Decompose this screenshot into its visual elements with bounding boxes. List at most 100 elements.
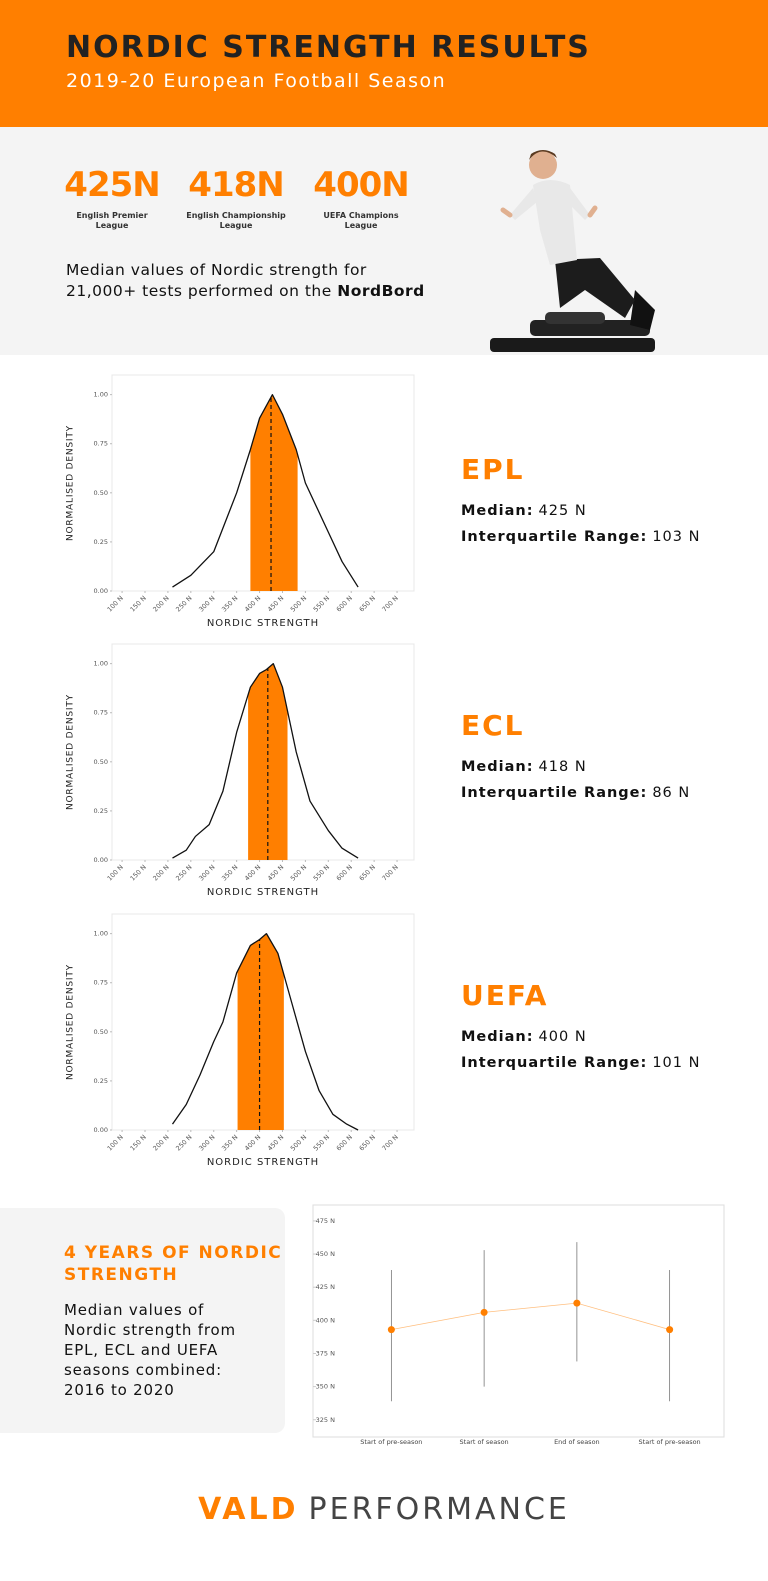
chart-title: EPL: [461, 453, 525, 486]
x-tick-label: 300 N: [197, 1133, 216, 1152]
stat-line: Median: 400 N: [461, 1029, 587, 1045]
iqr-band: [250, 394, 298, 591]
y-tick-label: 425 N: [316, 1283, 335, 1291]
x-tick-label: 550 N: [312, 594, 331, 613]
stat-label: Median:: [461, 759, 534, 775]
x-tick-label: 300 N: [197, 863, 216, 882]
y-tick-label: 1.00: [94, 391, 108, 399]
y-tick-label: 0.00: [94, 587, 108, 595]
y-tick-label: 0.75: [94, 440, 108, 448]
y-tick-label: 0.50: [94, 489, 108, 497]
y-tick-label: 475 N: [316, 1217, 335, 1225]
y-axis-title: NORMALISED DENSITY: [66, 694, 76, 810]
trend-panel: [0, 1208, 285, 1433]
y-tick-label: 1.00: [94, 660, 108, 668]
x-tick-label: 150 N: [128, 863, 147, 882]
point: [666, 1326, 674, 1334]
stat-label: UEFA Champions League: [323, 211, 399, 230]
x-axis-title: NORDIC STRENGTH: [207, 1157, 319, 1168]
x-tick-label: 150 N: [128, 594, 147, 613]
x-tick-label: 400 N: [243, 863, 262, 882]
density-curve: [171, 932, 359, 1131]
x-tick-label: 650 N: [358, 594, 377, 613]
y-tick-label: 400 N: [316, 1316, 335, 1324]
stat-line: Median: 425 N: [461, 503, 587, 519]
x-tick-label: 500 N: [289, 594, 308, 613]
x-tick-label: 450 N: [266, 863, 285, 882]
stat-label: Interquartile Range:: [461, 1055, 647, 1071]
stat-value: 418N: [188, 165, 284, 205]
x-tick-label: 500 N: [289, 863, 308, 882]
brand: VALD: [198, 1492, 299, 1527]
x-tick-label: 650 N: [358, 863, 377, 882]
x-tick-label: Start of season: [460, 1438, 509, 1446]
x-tick-label: 350 N: [220, 863, 239, 882]
stat: 418N English Championship League: [176, 165, 296, 231]
stat-label: Interquartile Range:: [461, 785, 647, 801]
athlete-illustration: [490, 150, 655, 352]
x-tick-label: 650 N: [358, 1133, 377, 1152]
chart-title: UEFA: [461, 979, 548, 1012]
stat-value: 400 N: [539, 1029, 587, 1045]
density-curve: [172, 393, 359, 588]
x-tick-label: 550 N: [312, 863, 331, 882]
point: [480, 1308, 488, 1316]
stat-value: 418 N: [539, 759, 587, 775]
stat-value: 101 N: [652, 1055, 700, 1071]
x-tick-label: 450 N: [266, 1133, 285, 1152]
x-tick-label: End of season: [554, 1438, 600, 1446]
stat-value: 86 N: [652, 785, 690, 801]
y-tick-label: 0.25: [94, 1077, 108, 1085]
stat-label: Interquartile Range:: [461, 529, 647, 545]
x-tick-label: Start of pre-season: [639, 1438, 701, 1446]
stat: 425N English Premier League: [52, 165, 172, 231]
stat-label: Median:: [461, 1029, 534, 1045]
y-tick-label: 0.50: [94, 758, 108, 766]
title: NORDIC STRENGTH RESULTS: [66, 30, 591, 65]
y-tick-label: 350 N: [316, 1383, 335, 1391]
panel-title: 4 YEARS OF NORDIC STRENGTH: [64, 1243, 283, 1285]
x-tick-label: Start of pre-season: [360, 1438, 422, 1446]
header: [0, 0, 768, 127]
trend-line: [391, 1302, 670, 1331]
description: Median values of Nordic strength for 21,…: [66, 260, 431, 302]
x-tick-label: 100 N: [106, 1133, 125, 1152]
x-tick-label: 250 N: [174, 863, 193, 882]
y-tick-label: 325 N: [316, 1416, 335, 1424]
x-tick-label: 100 N: [106, 594, 125, 613]
stat-label: English Championship League: [186, 211, 286, 230]
x-tick-label: 300 N: [197, 594, 216, 613]
stat-line: Interquartile Range: 103 N: [461, 529, 700, 545]
y-tick-label: 375 N: [316, 1349, 335, 1357]
x-tick-label: 450 N: [266, 594, 285, 613]
density-curve: [172, 662, 359, 859]
chart-title: ECL: [461, 709, 525, 742]
y-tick-label: 450 N: [316, 1250, 335, 1258]
x-tick-label: 350 N: [220, 1133, 239, 1152]
x-tick-label: 200 N: [151, 863, 170, 882]
stat-label: Median:: [461, 503, 534, 519]
plot-area: [312, 1204, 725, 1438]
y-axis-title: NORMALISED DENSITY: [66, 425, 76, 541]
point: [387, 1326, 395, 1334]
stat-value: 425N: [64, 165, 160, 205]
y-tick-label: 0.00: [94, 856, 108, 864]
x-tick-label: 400 N: [243, 594, 262, 613]
y-tick-label: 1.00: [94, 930, 108, 938]
point: [573, 1299, 581, 1307]
stat-label: English Premier League: [76, 211, 148, 230]
y-tick-label: 0.25: [94, 807, 108, 815]
y-tick-label: 0.50: [94, 1028, 108, 1036]
y-tick-label: 0.75: [94, 979, 108, 987]
x-tick-label: 200 N: [151, 1133, 170, 1152]
x-tick-label: 600 N: [335, 1133, 354, 1152]
footer: VALD PERFORMANCE: [0, 1492, 768, 1527]
description-text: Median values of Nordic strength for 21,…: [66, 261, 367, 300]
brand-text: PERFORMANCE: [308, 1492, 570, 1527]
x-axis-title: NORDIC STRENGTH: [207, 618, 319, 629]
stat-line: Interquartile Range: 101 N: [461, 1055, 700, 1071]
y-tick-label: 0.75: [94, 709, 108, 717]
x-tick-label: 700 N: [381, 863, 400, 882]
